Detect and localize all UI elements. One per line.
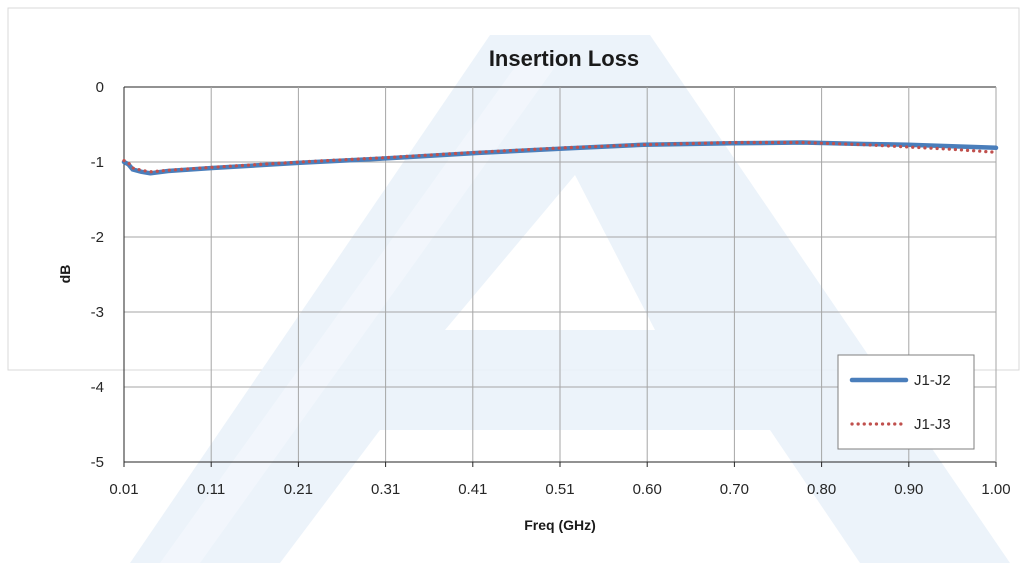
chart-title: Insertion Loss	[489, 46, 639, 71]
x-tick-label: 0.11	[197, 481, 225, 498]
x-tick-label: 0.60	[633, 481, 662, 498]
x-tick-label: 0.01	[109, 481, 138, 498]
legend-item: J1-J2	[849, 372, 951, 389]
y-tick-label: -4	[91, 379, 104, 396]
legend-label: J1-J3	[914, 416, 951, 433]
x-tick-label: 0.90	[894, 481, 923, 498]
y-axis-ticks: 0 -1 -2 -3 -4 -5	[91, 79, 104, 471]
y-tick-label: -5	[91, 454, 104, 471]
series-line-j1-j3	[122, 140, 998, 174]
x-tick-label: 0.70	[720, 481, 749, 498]
legend-item: J1-J3	[850, 416, 951, 433]
x-tick-label: 1.00	[981, 481, 1010, 498]
x-tick-label: 0.80	[807, 481, 836, 498]
series-group	[121, 140, 999, 176]
x-tick-label: 0.51	[545, 481, 574, 498]
y-tick-label: -1	[91, 154, 104, 171]
y-tick-label: 0	[96, 79, 104, 96]
y-axis-label: dB	[57, 265, 73, 284]
watermark-logo	[130, 35, 1010, 563]
legend-box	[837, 354, 975, 450]
x-axis-ticks: 0.01 0.11 0.21 0.31 0.41 0.51 0.60 0.70 0.80 0.90…	[109, 481, 1010, 498]
y-tick-label: -3	[91, 304, 104, 321]
x-tick-label: 0.21	[284, 481, 313, 498]
y-tick-label: -2	[91, 229, 104, 246]
x-tick-label: 0.41	[458, 481, 487, 498]
x-tick-label: 0.31	[371, 481, 400, 498]
x-axis-label: Freq (GHz)	[524, 517, 596, 533]
legend: J1-J2 J1-J3	[837, 354, 975, 450]
legend-label: J1-J2	[914, 372, 951, 389]
